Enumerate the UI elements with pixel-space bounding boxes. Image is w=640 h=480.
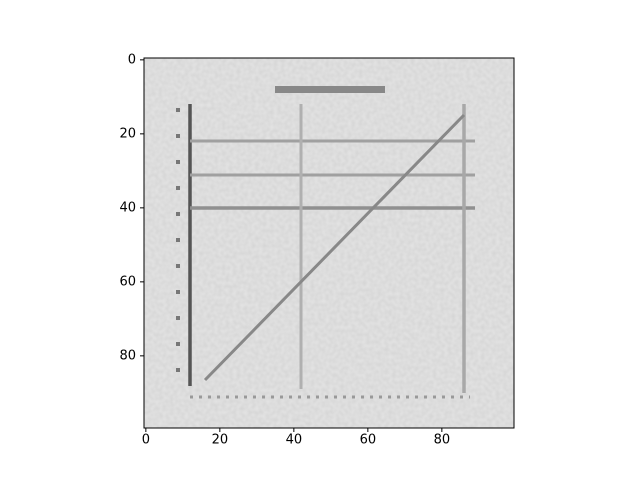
y-tick-label: 0: [128, 52, 136, 67]
x-tick-label: 20: [212, 433, 229, 448]
image-title-blob: [275, 86, 385, 93]
x-tick-label: 60: [360, 433, 377, 448]
y-tick-label: 40: [119, 200, 136, 215]
x-tick-label: 80: [434, 433, 451, 448]
x-tick-label: 0: [142, 433, 150, 448]
y-tick-label: 60: [119, 274, 136, 289]
image-diagonal: [203, 113, 466, 382]
y-tick-label: 80: [119, 348, 136, 363]
image-noise: [144, 58, 514, 428]
x-tick-label: 40: [286, 433, 303, 448]
image-content: [144, 58, 514, 428]
y-tick-label: 20: [119, 126, 136, 141]
axes-frame: [143, 57, 515, 429]
